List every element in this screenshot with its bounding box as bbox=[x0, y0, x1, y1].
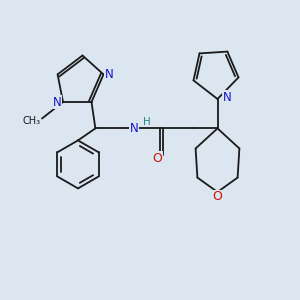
Text: CH₃: CH₃ bbox=[22, 116, 40, 126]
Text: O: O bbox=[213, 190, 222, 203]
Text: O: O bbox=[152, 152, 162, 165]
Text: H: H bbox=[143, 117, 151, 127]
Text: N: N bbox=[130, 122, 139, 136]
Text: N: N bbox=[105, 68, 114, 81]
Text: N: N bbox=[223, 91, 232, 104]
Text: N: N bbox=[53, 95, 62, 109]
